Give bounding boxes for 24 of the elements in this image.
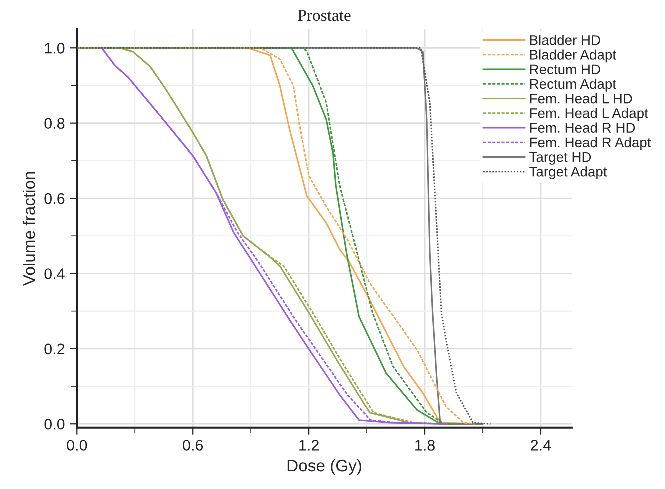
x-tick-label: 0.6 — [183, 440, 204, 451]
x-axis-title: Dose (Gy) — [288, 459, 362, 476]
y-axis-title: Volume fraction — [23, 172, 36, 286]
x-tick-label: 1.2 — [300, 440, 319, 451]
y-tick-label: 1.0 — [45, 43, 65, 54]
legend-label: Rectum HD — [530, 64, 600, 75]
x-tick-label: 1.8 — [416, 440, 435, 451]
y-tick-label: 0.8 — [44, 118, 65, 130]
legend-label: Target HD — [530, 152, 592, 165]
y-tick-label: 0.0 — [44, 418, 65, 430]
legend-label: Fem. Head R HD — [530, 122, 636, 133]
legend-label: Target Adapt — [530, 166, 608, 180]
x-tick-label: 2.4 — [531, 440, 552, 451]
legend-label: Fem. Head R Adapt — [530, 137, 652, 150]
chart-title: Prostate — [298, 10, 351, 22]
x-tick-label: 0.0 — [67, 440, 88, 451]
legend-label: Bladder Adapt — [530, 50, 616, 63]
y-tick-label: 0.6 — [44, 193, 65, 204]
legend-label: Fem. Head L Adapt — [530, 108, 648, 122]
legend-label: Bladder HD — [530, 35, 600, 46]
y-tick-label: 0.2 — [44, 344, 65, 355]
y-tick-label: 0.4 — [44, 268, 65, 280]
legend-label: Fem. Head L HD — [530, 94, 632, 104]
legend-label: Rectum Adapt — [530, 78, 616, 92]
